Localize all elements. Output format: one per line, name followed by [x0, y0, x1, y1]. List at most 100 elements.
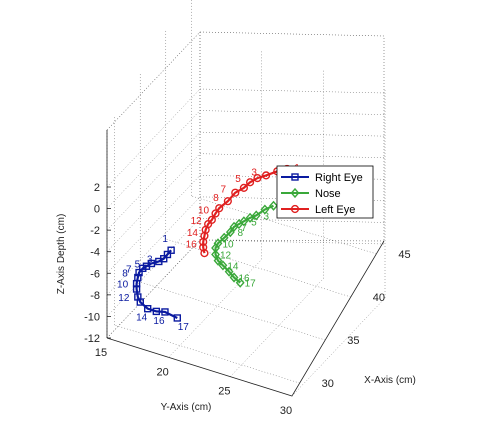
z-grid-line: [106, 88, 201, 188]
left-eye-point-label: 14: [187, 228, 199, 239]
grid-lines: [106, 0, 386, 397]
nose-point-label: 17: [245, 279, 257, 290]
y-grid-line: [230, 278, 324, 377]
right-eye-marker: [155, 257, 163, 266]
legend: Right Eye Nose Left Eye: [276, 165, 374, 219]
nose-marker: [224, 266, 234, 277]
nose-marker: [260, 204, 270, 215]
y-axis-label: Y-Axis (cm): [161, 402, 212, 413]
right-eye-marker: [161, 308, 169, 316]
z-grid-line-back: [199, 218, 385, 223]
legend-nose-label: Nose: [315, 188, 341, 200]
x-tick-label: 45: [398, 249, 410, 261]
right-eye-point-label: 10: [117, 280, 129, 291]
x-tick-label: 40: [373, 292, 385, 304]
z-tick-label: 2: [94, 182, 100, 194]
back-floor-edge: [199, 239, 385, 242]
nose-point-label: 8: [238, 228, 244, 239]
nose-point-label: 5: [251, 217, 257, 228]
nose-point-label: 16: [238, 274, 250, 285]
right-eye-point-label: 12: [118, 293, 130, 304]
right-eye-marker: [135, 268, 143, 277]
right-eye-marker: [152, 307, 161, 316]
nose-marker: [235, 277, 245, 288]
nose-marker: [213, 255, 223, 266]
left-eye-marker: [245, 178, 255, 187]
left-eye-point-label: 7: [220, 185, 226, 196]
x-grid-line: [165, 238, 351, 298]
z-tick-label: -4: [90, 247, 100, 259]
nose-point-label: 3: [263, 211, 269, 222]
nose-marker: [229, 221, 239, 232]
x-grid-line: [140, 281, 326, 341]
z-grid-line-back: [199, 153, 385, 158]
left-eye-point-label: 8: [213, 193, 219, 204]
nose-point-label: 12: [220, 250, 232, 261]
x-grid-line: [191, 195, 377, 255]
legend-left-eye-label: Left Eye: [315, 204, 355, 216]
nose-marker: [251, 210, 261, 221]
nose-marker: [225, 227, 235, 238]
z-axis-label: Z-Axis Depth (cm): [56, 214, 67, 295]
nose-marker: [234, 218, 244, 230]
nose-point-label: 10: [222, 239, 234, 250]
nose-marker: [269, 200, 278, 211]
right-eye-marker: [173, 314, 182, 322]
legend-left-eye-marker: [290, 204, 300, 214]
left-eye-marker: [223, 197, 232, 206]
nose-marker: [219, 232, 229, 243]
z-tick-label: -12: [84, 333, 100, 345]
z-grid-line: [106, 110, 201, 209]
left-eye-marker: [200, 249, 209, 258]
y-tick-label: 25: [218, 386, 230, 398]
left-eye-point-label: 3: [251, 167, 257, 178]
x-tick-label: 35: [347, 335, 359, 347]
z-grid-line-back: [199, 88, 385, 94]
z-grid-line-back: [199, 131, 385, 137]
nose-point-label: 14: [227, 261, 239, 272]
left-eye-marker: [215, 204, 224, 213]
left-eye-marker: [239, 183, 249, 192]
z-grid-line-back: [199, 239, 385, 245]
left-eye-marker: [199, 237, 208, 247]
y-tick-label: 30: [280, 405, 292, 417]
y-tick-label: 15: [95, 347, 107, 359]
z-grid-line: [106, 175, 201, 274]
legend-right-eye-label: Right Eye: [315, 172, 363, 184]
right-eye-point-label: 1: [162, 234, 168, 245]
left-eye-marker: [253, 173, 262, 183]
x-axis-label: X-Axis (cm): [364, 375, 416, 386]
right-eye-point-label: 5: [135, 259, 141, 270]
left-eye-marker: [231, 188, 240, 197]
right-eye-point-label: 16: [153, 316, 165, 327]
z-tick-label: 0: [94, 204, 100, 216]
nose-marker: [229, 272, 239, 283]
left-eye-point-label: 16: [186, 239, 198, 250]
series-group: [132, 164, 292, 322]
legend-nose-marker: [290, 187, 300, 199]
z-tick-label: -2: [90, 225, 100, 237]
right-eye-point-label: 8: [122, 269, 128, 280]
left-eye-marker: [199, 243, 208, 252]
nose-marker: [211, 242, 220, 254]
right-eye-point-label: 17: [178, 322, 190, 333]
left-eye-point-label: 12: [191, 216, 203, 227]
z-tick-label: -8: [90, 290, 100, 302]
z-grid-line: [106, 131, 201, 231]
z-grid-line-back: [199, 110, 385, 115]
right-eye-marker: [143, 304, 152, 313]
left-eye-marker: [262, 171, 271, 180]
nose-marker: [218, 260, 228, 271]
right-eye-point-label: 14: [136, 313, 148, 324]
right-eye-marker: [136, 298, 145, 306]
right-eye-point-label: 3: [147, 255, 153, 266]
left-eye-point-label: 5: [235, 174, 241, 185]
nose-marker: [239, 216, 249, 227]
legend-right-eye-marker: [291, 173, 299, 181]
z-tick-label: -6: [90, 268, 100, 280]
nose-point-label: 7: [241, 223, 247, 234]
x-tick-label: 30: [322, 378, 334, 390]
z-tick-label: -10: [84, 311, 100, 323]
x-grid-line: [114, 324, 300, 384]
